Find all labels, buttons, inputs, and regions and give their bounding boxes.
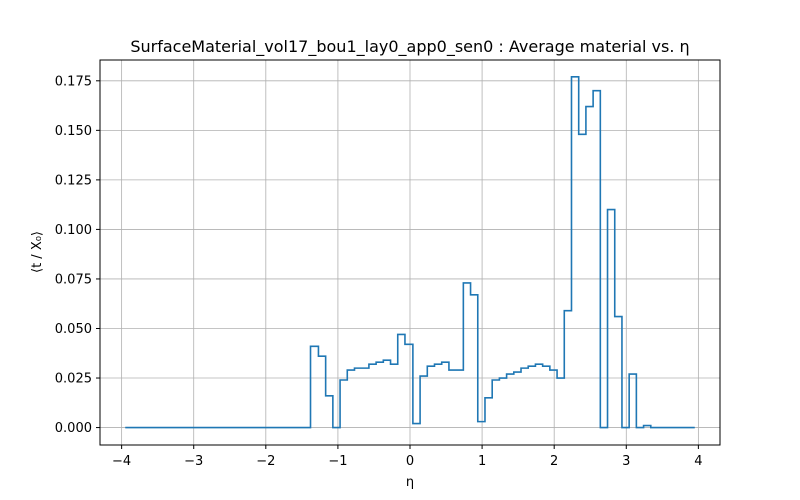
x-tick-label: 0	[406, 454, 414, 469]
axis-ticks: −4 −3 −2 −1 0 1 2 3 4 0.000 0.025 0.050 0.075 0.100 0.…	[55, 74, 703, 469]
x-tick-label: −2	[256, 454, 275, 469]
grid-lines	[100, 60, 720, 445]
chart-title: SurfaceMaterial_vol17_bou1_lay0_app0_sen…	[130, 37, 689, 57]
series-step-line	[125, 76, 695, 429]
x-tick-label: 4	[694, 454, 702, 469]
y-tick-label: 0.150	[55, 124, 92, 139]
y-tick-label: 0.125	[55, 173, 92, 188]
y-tick-label: 0.050	[55, 322, 92, 337]
x-tick-label: 1	[478, 454, 486, 469]
y-tick-label: 0.075	[55, 272, 92, 287]
y-axis-label: ⟨t / X₀⟩	[30, 231, 45, 273]
x-tick-label: −3	[184, 454, 203, 469]
x-tick-label: −4	[112, 454, 131, 469]
x-tick-label: 2	[550, 454, 558, 469]
x-tick-label: 3	[622, 454, 630, 469]
x-tick-label: −1	[328, 454, 347, 469]
y-tick-label: 0.025	[55, 372, 92, 387]
x-axis-label: η	[406, 475, 414, 490]
y-tick-label: 0.100	[55, 223, 92, 238]
series-layer	[125, 76, 695, 429]
y-tick-label: 0.000	[55, 421, 92, 436]
y-tick-label: 0.175	[55, 74, 92, 89]
